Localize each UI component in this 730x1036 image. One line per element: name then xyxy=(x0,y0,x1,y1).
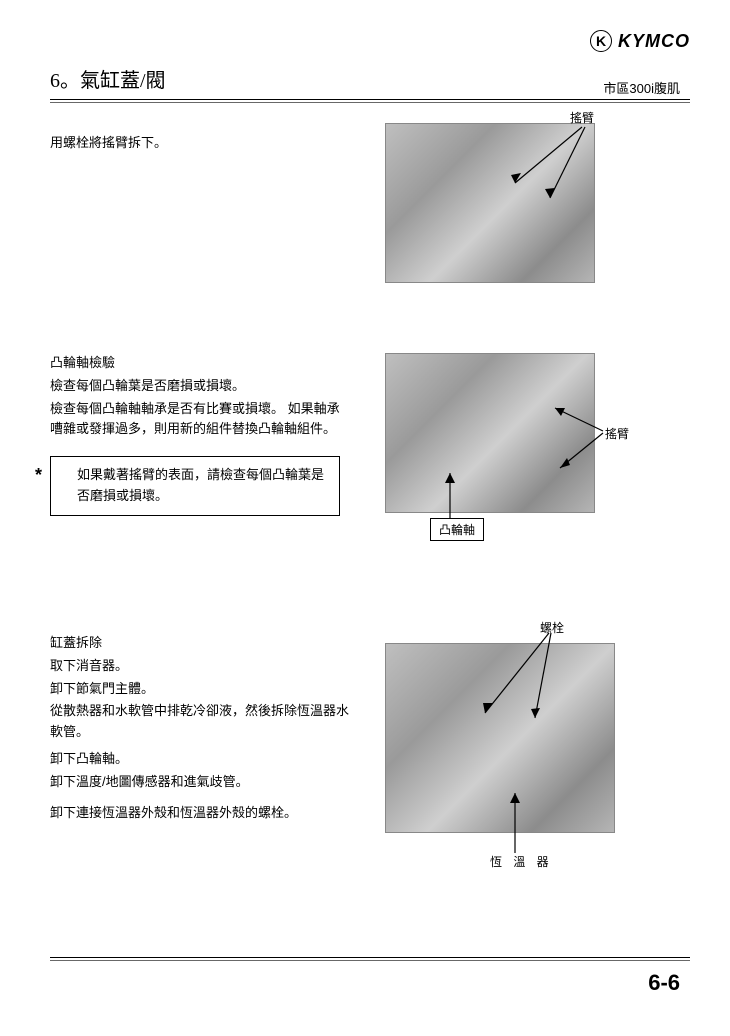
s3-line5: 卸下溫度/地圖傳感器和進氣歧管。 xyxy=(50,772,350,793)
photo-rocker-arm xyxy=(385,123,595,283)
asterisk-icon: * xyxy=(35,461,42,490)
s2-heading: 凸輪軸檢驗 xyxy=(50,353,350,374)
section-3: 缸蓋拆除 取下消音器。 卸下節氣門主體。 從散熱器和水軟管中排乾冷卻液，然後拆除… xyxy=(50,633,690,893)
note-box: * 如果戴著搖臂的表面，請檢查每個凸輪葉是否磨損或損壞。 xyxy=(50,456,340,516)
brand-logo: K KYMCO xyxy=(590,30,690,52)
s3-line4: 卸下凸輪軸。 xyxy=(50,749,350,770)
callout-rocker-2: 搖臂 xyxy=(605,425,629,442)
s3-line3: 從散熱器和水軟管中排乾冷卻液，然後拆除恆溫器水軟管。 xyxy=(50,701,350,743)
s2-line2: 檢查每個凸輪軸軸承是否有比賽或損壞。 如果軸承嘈雜或發揮過多，則用新的組件替換凸… xyxy=(50,399,350,441)
header-rule xyxy=(50,99,690,103)
s3-line1: 取下消音器。 xyxy=(50,656,350,677)
photo-camshaft xyxy=(385,353,595,513)
model-name: 市區300i腹肌 xyxy=(603,78,680,97)
section-1: 用螺栓將搖臂拆下。 搖臂 xyxy=(50,133,690,323)
s2-line1: 檢查每個凸輪葉是否磨損或損壞。 xyxy=(50,376,350,397)
s1-line1: 用螺栓將搖臂拆下。 xyxy=(50,133,350,154)
logo-icon: K xyxy=(590,30,612,52)
s3-line2: 卸下節氣門主體。 xyxy=(50,679,350,700)
section-2: 凸輪軸檢驗 檢查每個凸輪葉是否磨損或損壞。 檢查每個凸輪軸軸承是否有比賽或損壞。… xyxy=(50,353,690,573)
page-number: 6-6 xyxy=(648,970,680,996)
brand-text: KYMCO xyxy=(618,31,690,52)
photo-cylinder-head xyxy=(385,643,615,833)
callout-camshaft: 凸輪軸 xyxy=(430,518,484,541)
s3-line6: 卸下連接恆溫器外殼和恆溫器外殼的螺栓。 xyxy=(50,803,350,824)
note-text: 如果戴著搖臂的表面，請檢查每個凸輪葉是否磨損或損壞。 xyxy=(77,467,324,503)
s3-heading: 缸蓋拆除 xyxy=(50,633,350,654)
callout-thermostat: 恆 溫 器 xyxy=(490,853,553,870)
callout-rocker-1: 搖臂 xyxy=(570,109,594,126)
callout-bolt: 螺栓 xyxy=(540,619,564,636)
chapter-title: 6。氣缸蓋/閥 xyxy=(50,64,690,93)
footer-rule xyxy=(50,957,690,961)
